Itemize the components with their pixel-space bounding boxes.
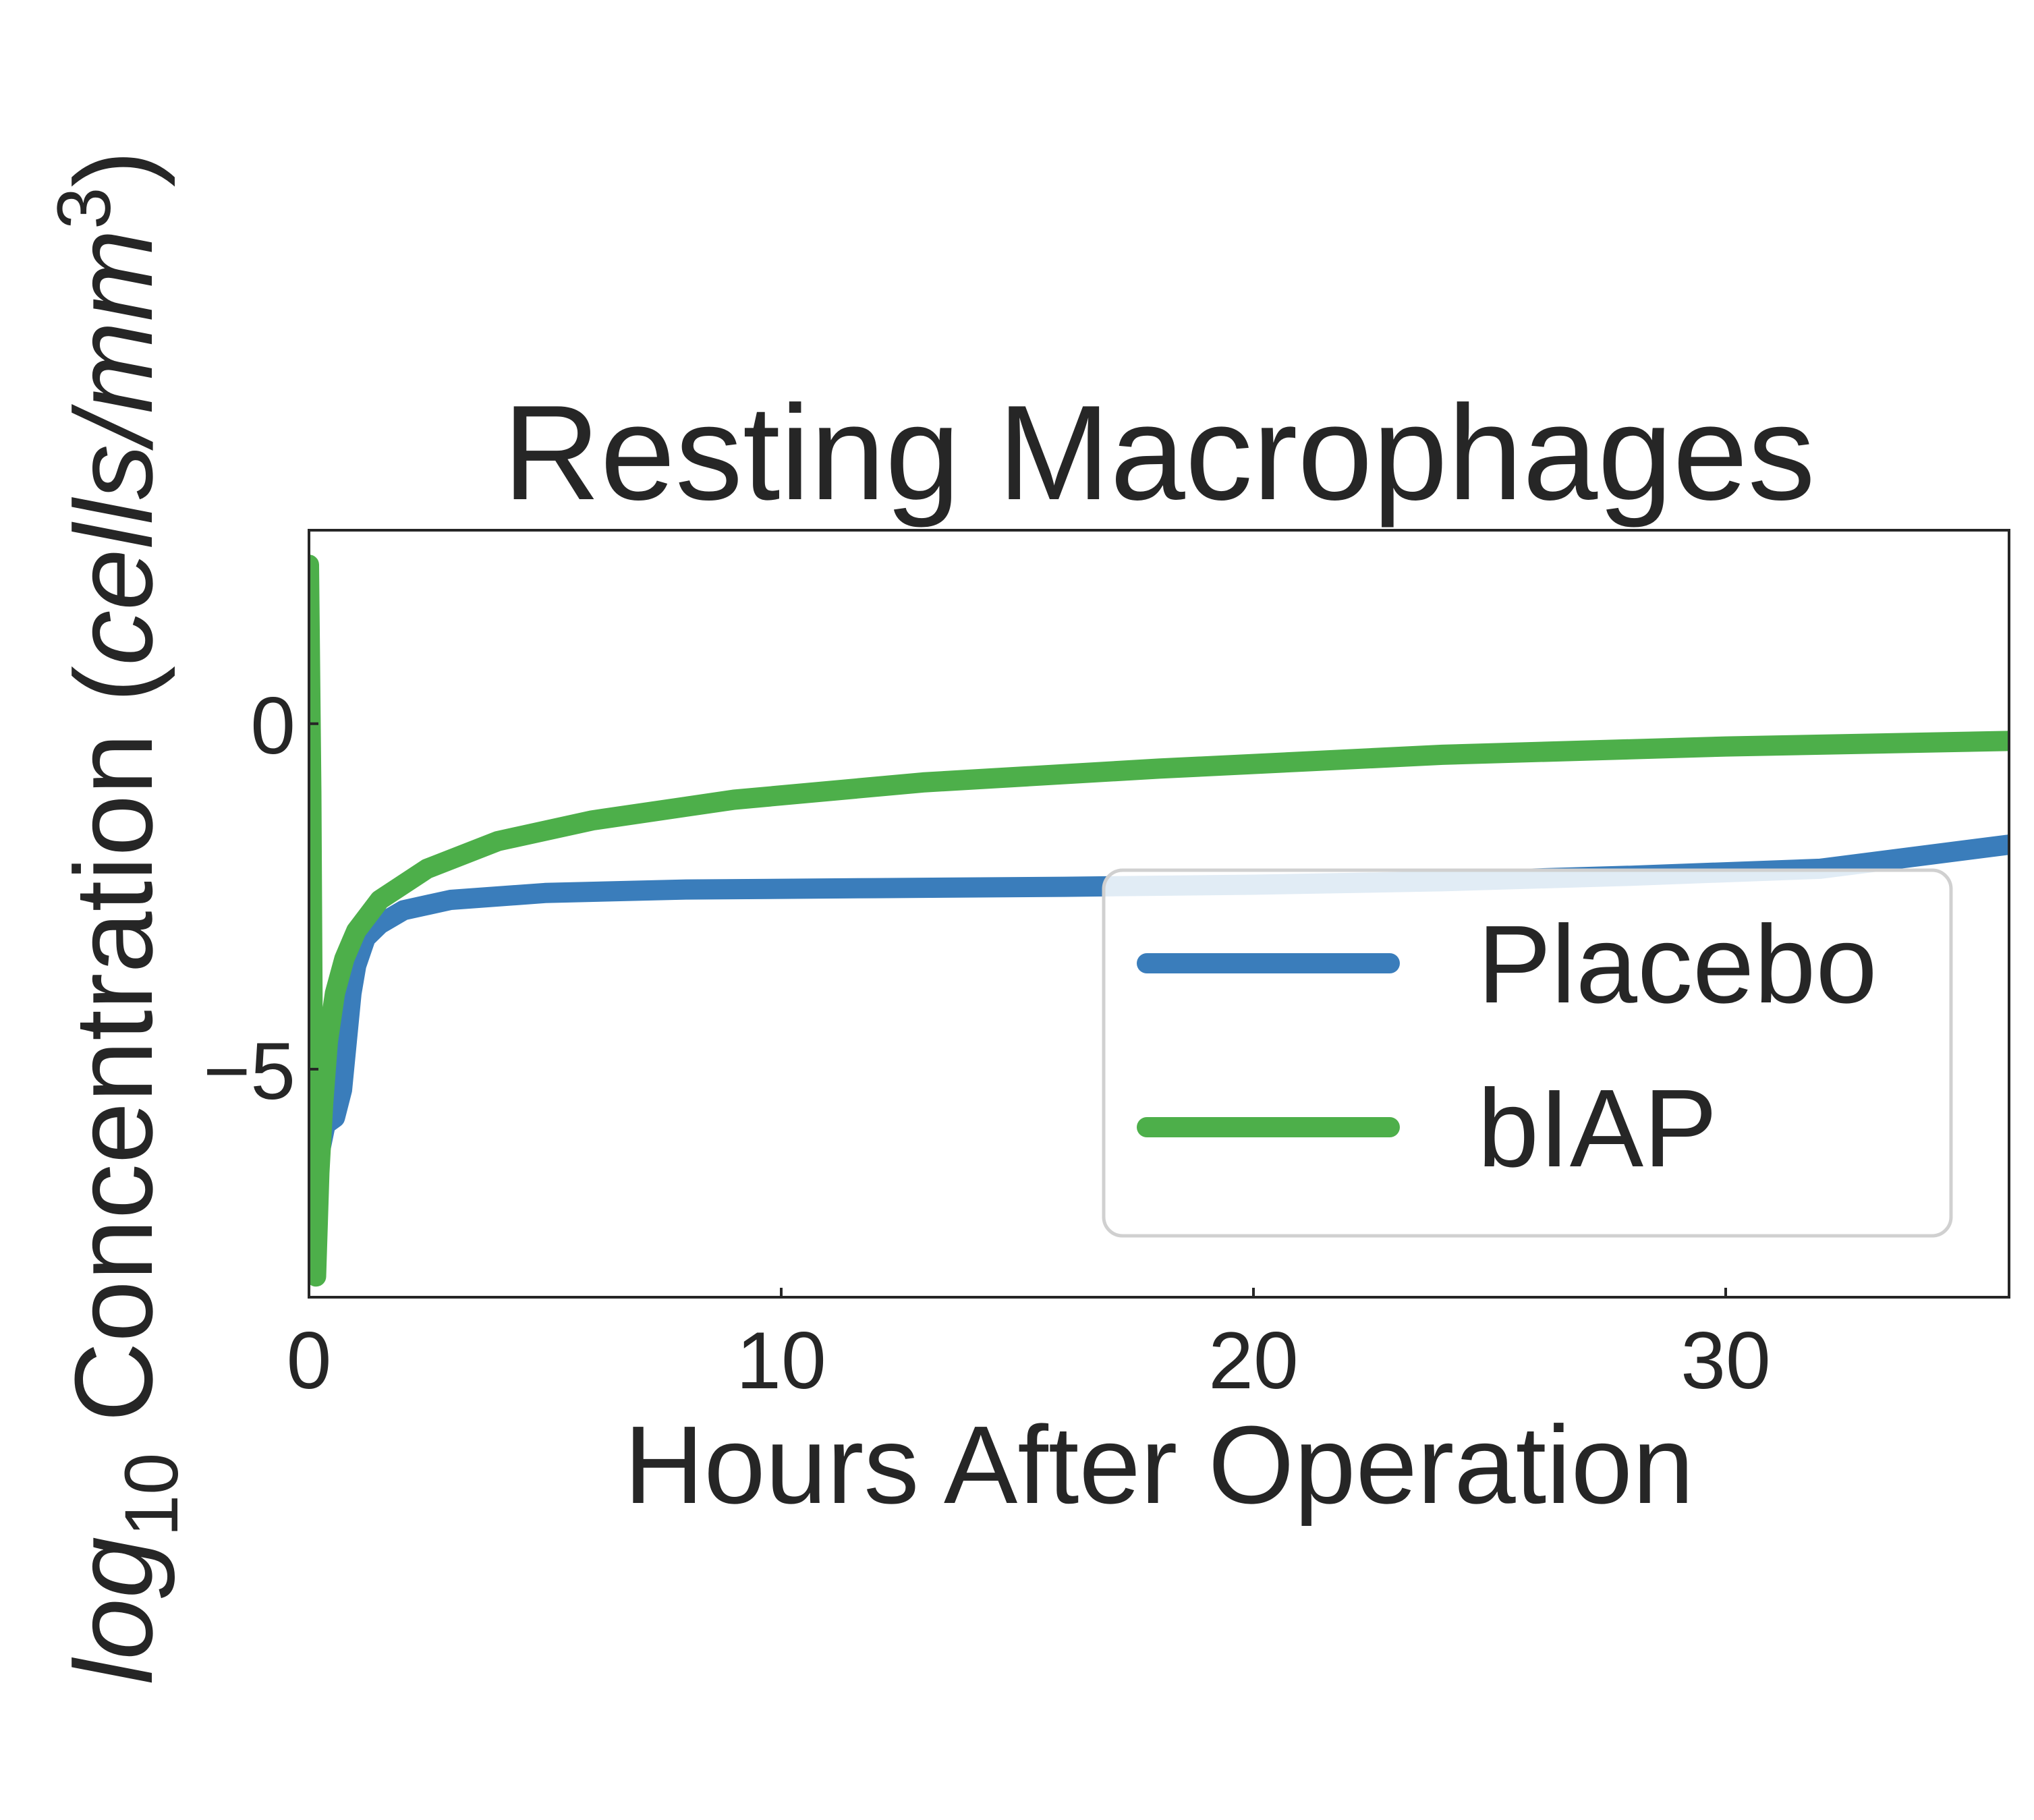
legend-label-placebo: Placebo [1477,903,1877,1026]
x-tick-label: 10 [736,1315,826,1406]
x-tick-label: 20 [1208,1315,1298,1406]
y-tick-layer: 0 −5 [203,681,318,1116]
y-tick-label: 0 [250,681,295,771]
legend-label-biap: bIAP [1477,1067,1718,1190]
y-tick-label: −5 [203,1026,295,1116]
x-tick-layer: 0 10 20 30 [287,1288,1771,1406]
legend: Placebo bIAP [1102,868,1953,1238]
plot-frame [308,529,2010,1299]
chart-title: Resting Macrophages [503,378,1815,528]
x-tick-label: 30 [1680,1315,1770,1406]
series-line-biap [309,554,2009,1287]
x-axis-label: Hours After Operation [624,1403,1694,1527]
y-axis-label: log10 Concentration (cells/mm3) [42,150,194,1684]
legend-items: Placebo bIAP [1137,903,1877,1190]
x-tick-label: 0 [287,1315,332,1406]
